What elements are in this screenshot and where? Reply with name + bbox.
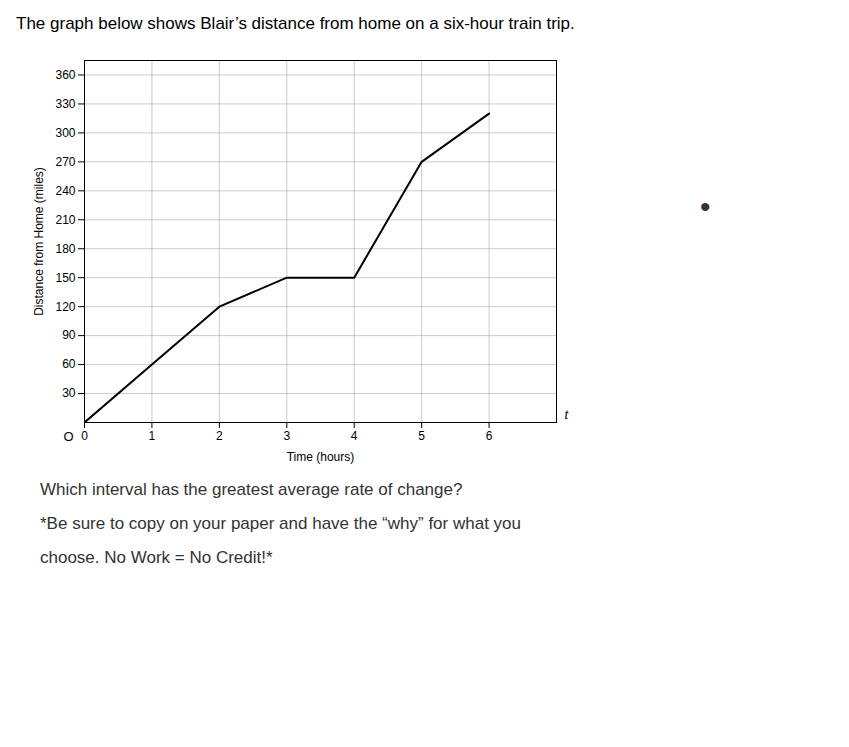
html-text:Which interval has the greates: Which interval has the greatest average … [40,480,463,499]
svg-text:150: 150 [55,271,75,285]
svg-text:240: 240 [55,184,75,198]
svg-text:Distance from Home (miles): Distance from Home (miles) [32,167,46,316]
svg-text:5: 5 [418,429,425,443]
svg-text:30: 30 [62,386,76,400]
svg-text:60: 60 [62,357,76,371]
svg-text:3: 3 [283,429,290,443]
svg-text:t: t [565,407,570,422]
svg-text:180: 180 [55,242,75,256]
svg-text:Time (hours): Time (hours) [287,450,355,464]
html-text:choose. No Work = No Credit!*: choose. No Work = No Credit!* [40,548,273,567]
html-text:The graph below shows Blair’s: The graph below shows Blair’s distance f… [16,14,575,33]
svg-text:120: 120 [55,300,75,314]
svg-text:90: 90 [62,328,76,342]
svg-text:360: 360 [55,68,75,82]
html-text:*Be sure to copy on your paper: *Be sure to copy on your paper and have … [40,514,521,533]
svg-text:6: 6 [486,429,493,443]
svg-text:210: 210 [55,213,75,227]
svg-text:300: 300 [55,126,75,140]
svg-text:330: 330 [55,97,75,111]
svg-text:4: 4 [351,429,358,443]
svg-text:2: 2 [216,429,223,443]
svg-text:O: O [63,429,73,444]
svg-text:270: 270 [55,155,75,169]
svg-text:1: 1 [149,429,156,443]
svg-text:0: 0 [81,429,88,443]
